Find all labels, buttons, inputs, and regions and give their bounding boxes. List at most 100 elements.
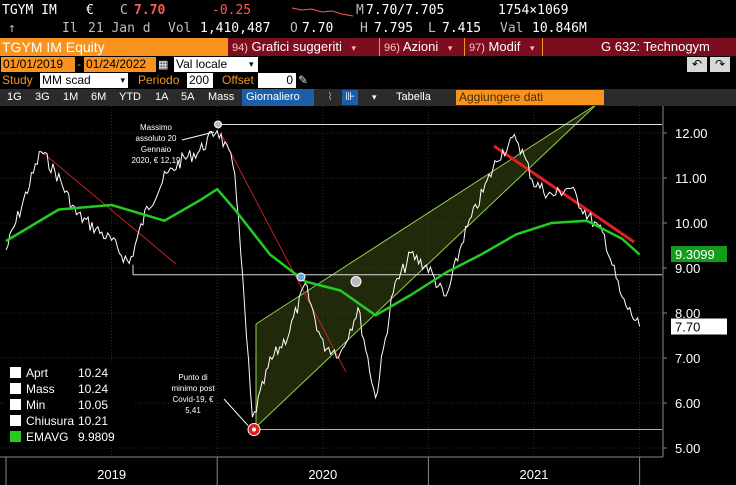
cross-marker-2 bbox=[350, 276, 362, 287]
redo-icon: ↷ bbox=[714, 57, 726, 71]
start-date-field[interactable]: 01/01/2019 bbox=[1, 57, 75, 72]
legend-label: Mass bbox=[26, 382, 55, 396]
ema-line-path bbox=[5, 187, 641, 317]
tick-arrow-icon: ↑ bbox=[8, 21, 16, 36]
cross-marker-1 bbox=[296, 272, 306, 282]
calendar-icon[interactable]: ▦ bbox=[158, 59, 169, 71]
low-note-line: Punto di bbox=[178, 373, 208, 382]
value-traded: 10.846M bbox=[532, 21, 587, 36]
trend-channel bbox=[255, 106, 596, 428]
low-note-line: 5,41 bbox=[185, 406, 201, 415]
currency-select[interactable]: Val locale bbox=[174, 57, 258, 72]
price-line-path bbox=[5, 129, 641, 418]
high-note-line: Massimo bbox=[140, 123, 173, 132]
legend-value: 10.24 bbox=[78, 366, 109, 380]
range-1m-button[interactable]: 1M bbox=[63, 91, 79, 103]
range-1d-button[interactable]: 1G bbox=[7, 91, 22, 103]
menu-label: Grafici suggeriti bbox=[251, 39, 342, 54]
legend: Aprt 10.24 Mass 10.24 Min 10.05 Chiusura 10.… bbox=[4, 362, 134, 446]
redo-button[interactable]: ↷ bbox=[710, 57, 730, 72]
period-label: Periodo bbox=[138, 73, 180, 87]
annotations: Massimo assoluto 20 Gennaio 2020, € 12,19 Pu… bbox=[132, 123, 249, 426]
study-bar: Study MM scad ▾ Periodo 200 Offset 0 ✎ bbox=[0, 73, 736, 89]
range-5y-button[interactable]: 5A bbox=[181, 91, 195, 103]
price-series bbox=[5, 129, 641, 418]
chart-toolbar: 1G 3G 1M 6M YTD 1A 5A Mass Giornaliero ⌇… bbox=[0, 89, 736, 106]
range-6m-button[interactable]: 6M bbox=[91, 91, 107, 103]
menu-label: Azioni bbox=[402, 39, 439, 54]
x-axis: 2019 2020 2021 bbox=[0, 456, 663, 485]
dropdown-arrow-icon: ▾ bbox=[529, 43, 535, 53]
intraday-sparkline bbox=[292, 7, 354, 17]
edit-menu[interactable]: 97) Modif ▾ bbox=[465, 38, 542, 56]
last-price-tag-bg bbox=[671, 318, 727, 335]
high-note-line: Gennaio bbox=[141, 145, 172, 154]
candle-chart-icon[interactable]: ⊪ bbox=[342, 90, 358, 105]
y-axis-bg bbox=[663, 106, 736, 485]
ticker-symbol[interactable]: TGYM IM bbox=[2, 3, 57, 18]
line-chart-icon[interactable]: ⌇ bbox=[327, 91, 333, 103]
x-tick-label: 2021 bbox=[520, 467, 549, 482]
channel-upper bbox=[255, 106, 595, 325]
undo-button[interactable]: ↶ bbox=[687, 57, 707, 72]
range-max-button[interactable]: Mass bbox=[208, 91, 235, 103]
price-change: -0.25 bbox=[212, 3, 252, 18]
high-note-line: 2020, € 12,19 bbox=[132, 156, 181, 165]
last-price-tag: 7.70 bbox=[675, 320, 700, 335]
range-1y-button[interactable]: 1A bbox=[155, 91, 169, 103]
dropdown-arrow-icon: ▾ bbox=[447, 43, 453, 53]
chevron-down-icon[interactable]: ▾ bbox=[372, 92, 377, 102]
legend-high: Mass 10.24 bbox=[10, 381, 108, 397]
chart-code: G 632: Technogym bbox=[543, 38, 736, 56]
range-3d-button[interactable]: 3G bbox=[35, 91, 50, 103]
horizontal-levels bbox=[132, 123, 662, 431]
open-label: O bbox=[290, 21, 298, 36]
min-point-dot bbox=[252, 427, 256, 432]
trend-line-2019 bbox=[41, 151, 177, 265]
trend-lines bbox=[41, 135, 635, 373]
security-title[interactable]: TGYM IM Equity bbox=[0, 38, 228, 56]
chevron-down-icon: ▾ bbox=[120, 75, 125, 85]
x-tick-label: 2020 bbox=[308, 467, 337, 482]
study-value: MM scad bbox=[42, 73, 91, 87]
pencil-icon[interactable]: ✎ bbox=[298, 73, 309, 87]
study-select[interactable]: MM scad ▾ bbox=[40, 73, 128, 88]
time-label: Il bbox=[62, 21, 78, 36]
y-tick-label: 11.00 bbox=[675, 171, 707, 186]
high-note-arrow bbox=[181, 131, 215, 141]
undo-icon: ↶ bbox=[691, 57, 703, 71]
period-input[interactable]: 200 bbox=[187, 73, 213, 88]
legend-label: Min bbox=[26, 398, 46, 412]
range-ytd-button[interactable]: YTD bbox=[119, 91, 141, 103]
add-data-input[interactable]: Aggiungere dati bbox=[456, 90, 604, 105]
offset-input[interactable]: 0 bbox=[258, 73, 296, 88]
ema-series bbox=[5, 187, 641, 317]
ema-price-tag-bg bbox=[671, 246, 727, 263]
channel-lower bbox=[255, 106, 596, 428]
bid-ask: 7.70/7.705 bbox=[366, 3, 445, 18]
legend-swatch bbox=[10, 431, 21, 442]
high-value: 7.795 bbox=[374, 21, 414, 36]
legend-low: Min 10.05 bbox=[10, 397, 108, 413]
legend-swatch bbox=[10, 383, 21, 394]
legend-value: 9.9809 bbox=[78, 430, 115, 444]
open-value: 7.70 bbox=[302, 21, 334, 36]
legend-value: 10.05 bbox=[78, 398, 109, 412]
low-label: L bbox=[428, 21, 436, 36]
end-date-field[interactable]: 01/24/2022 bbox=[84, 57, 156, 72]
legend-label: EMAVG bbox=[26, 430, 69, 444]
chevron-down-icon: ▾ bbox=[249, 59, 254, 69]
study-label: Study bbox=[2, 73, 33, 87]
menu-label: Modif bbox=[488, 39, 521, 54]
trend-line-2020 bbox=[221, 135, 347, 373]
y-tick-label: 9.00 bbox=[675, 261, 700, 276]
actions-menu[interactable]: 96) Azioni ▾ bbox=[380, 38, 464, 56]
suggested-charts-menu[interactable]: 94) Grafici suggeriti ▾ bbox=[228, 38, 379, 56]
quote-date: 21 Jan d bbox=[88, 21, 151, 36]
low-note-line: minimo post bbox=[171, 384, 215, 393]
legend-swatch bbox=[10, 367, 21, 378]
legend-swatch bbox=[10, 415, 21, 426]
ema-price-tag: 9.3099 bbox=[675, 247, 715, 262]
frequency-select[interactable]: Giornaliero bbox=[242, 89, 314, 106]
table-button[interactable]: Tabella bbox=[396, 91, 431, 103]
